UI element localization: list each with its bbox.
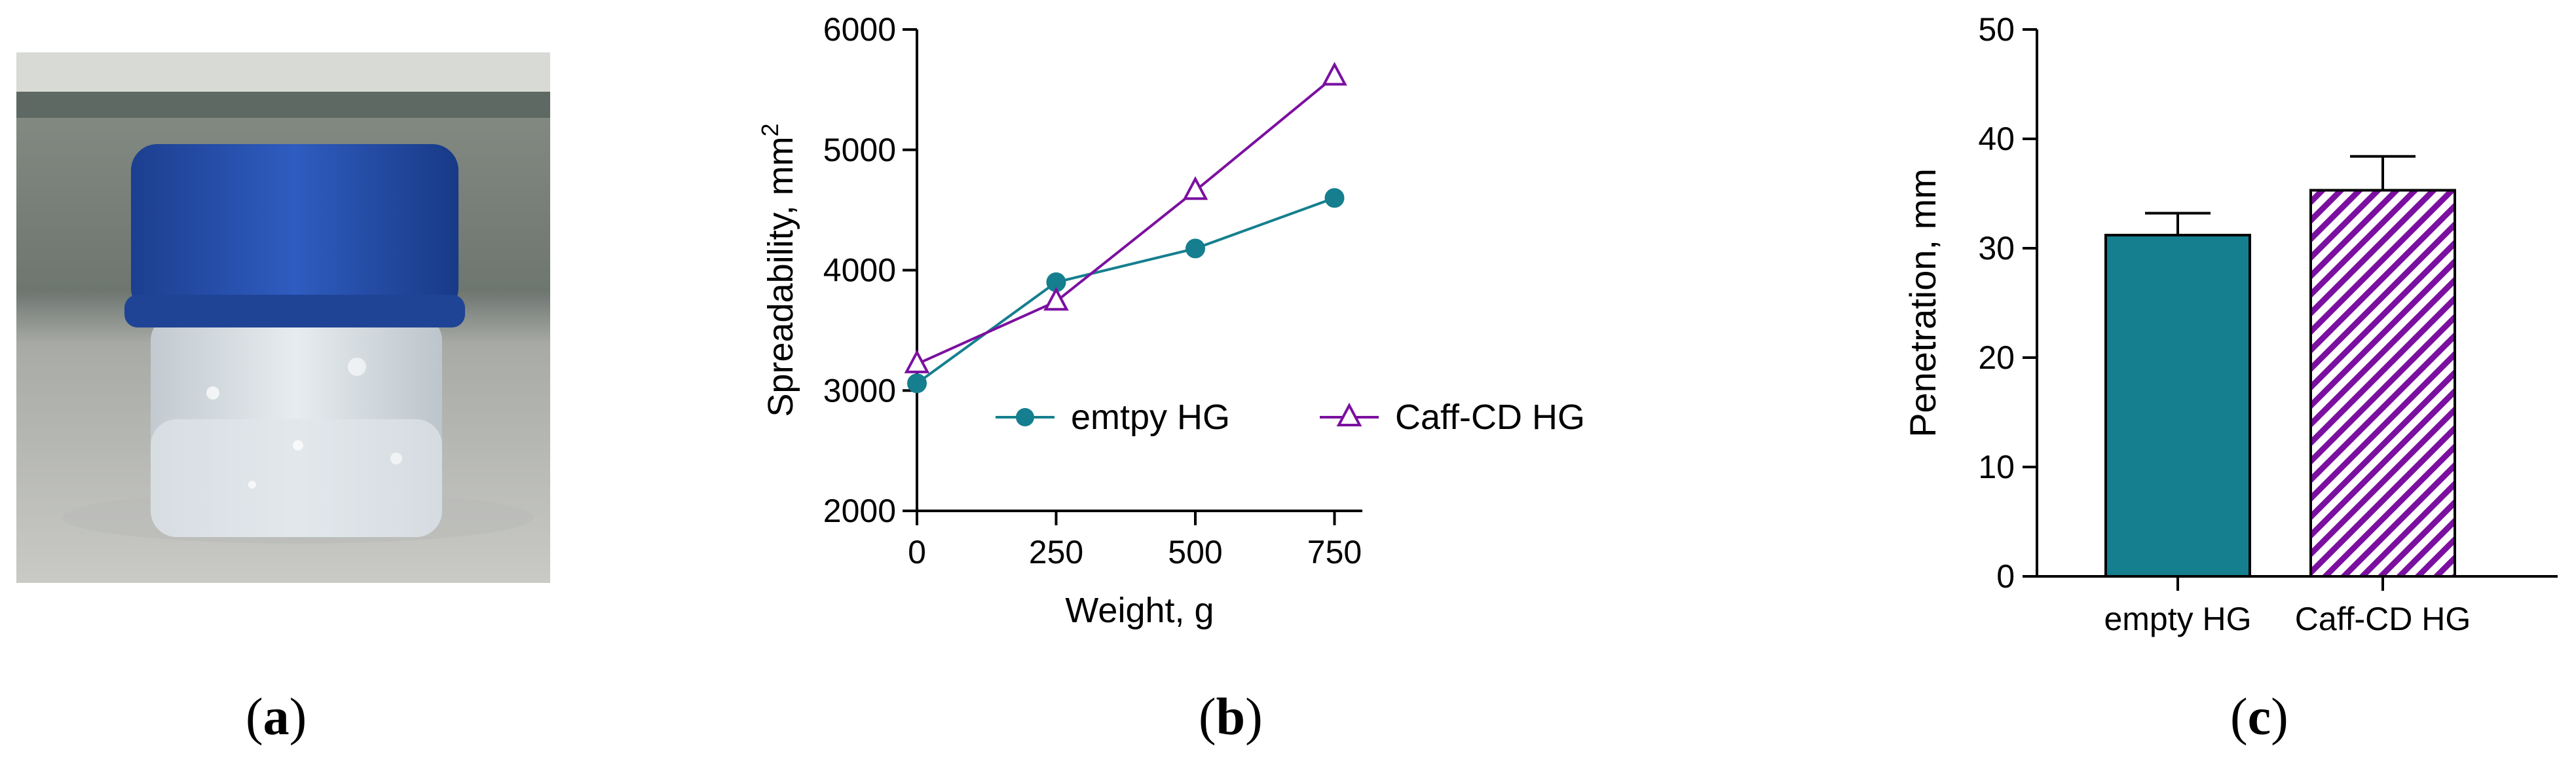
- series-line-2: [916, 75, 1335, 365]
- y-tick-label: 2000: [823, 493, 896, 529]
- data-point-triangle: [1182, 176, 1208, 200]
- x-axis-title: Weight, g: [1065, 591, 1214, 630]
- y-tick-label: 0: [1996, 558, 2015, 595]
- y-tick-label: 30: [1978, 230, 2015, 267]
- spreadability-chart: 2000 3000 4000 5000 6000 0 250 500 750 Weight, g S…: [756, 11, 1585, 630]
- x-tick-label: 750: [1307, 534, 1362, 570]
- y-axis-title-superscript: 2: [756, 123, 783, 136]
- legend-label-2: Caff-CD HG: [1395, 398, 1585, 437]
- data-point-triangle: [1043, 287, 1069, 311]
- data-point-circle: [1185, 238, 1205, 259]
- caption-c-label: c: [2247, 688, 2271, 746]
- series-line-1: [916, 196, 1335, 384]
- data-point-triangle: [904, 349, 930, 373]
- y-tick-label: 6000: [823, 11, 896, 48]
- caption-b-label: b: [1216, 688, 1246, 746]
- legend-label-1: emtpy HG: [1071, 398, 1230, 437]
- caption-c: (c): [2230, 688, 2288, 746]
- data-point-circle: [1324, 188, 1345, 208]
- x-tick-label: 500: [1168, 534, 1222, 570]
- y-tick-label: 40: [1978, 121, 2015, 157]
- legend-marker-circle: [1016, 408, 1034, 426]
- y-tick-label: 3000: [823, 372, 896, 409]
- data-point-circle: [907, 373, 927, 394]
- y-tick-label: 4000: [823, 252, 896, 289]
- bar-2: [2309, 189, 2456, 578]
- x-tick-label: Caff-CD HG: [2295, 601, 2471, 637]
- caption-a: (a): [246, 688, 307, 746]
- caption-b: (b): [1199, 688, 1263, 746]
- y-tick-label: 20: [1978, 339, 2015, 376]
- y-tick-label: 5000: [823, 132, 896, 168]
- penetration-chart: 0 10 20 30 40 50 Penetration, mm empty HG Caff-C…: [1902, 11, 2558, 637]
- y-tick-label: 50: [1978, 11, 2015, 48]
- caption-a-label: a: [263, 688, 289, 746]
- data-point-triangle: [1322, 62, 1347, 86]
- x-tick-label: 0: [908, 534, 926, 570]
- y-axis-title: Spreadability, mm2: [756, 123, 800, 417]
- legend-marker-triangle: [1336, 402, 1362, 426]
- y-tick-label: 10: [1978, 449, 2015, 485]
- bar-1: [2104, 233, 2251, 578]
- jar-photo: [16, 52, 550, 583]
- jar-photo-image: [16, 52, 550, 583]
- x-tick-label: empty HG: [2104, 601, 2251, 637]
- x-tick-label: 250: [1029, 534, 1083, 570]
- y-axis-title: Penetration, mm: [1902, 168, 1943, 438]
